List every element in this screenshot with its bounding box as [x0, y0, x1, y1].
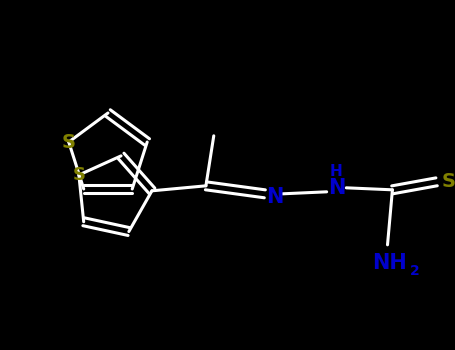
Text: S: S [62, 133, 76, 152]
Text: N: N [266, 187, 283, 207]
Text: N: N [328, 178, 345, 198]
Text: S: S [72, 166, 86, 184]
Text: S: S [441, 172, 455, 191]
Text: NH: NH [372, 253, 407, 273]
Text: H: H [330, 164, 343, 179]
Text: 2: 2 [410, 264, 420, 278]
